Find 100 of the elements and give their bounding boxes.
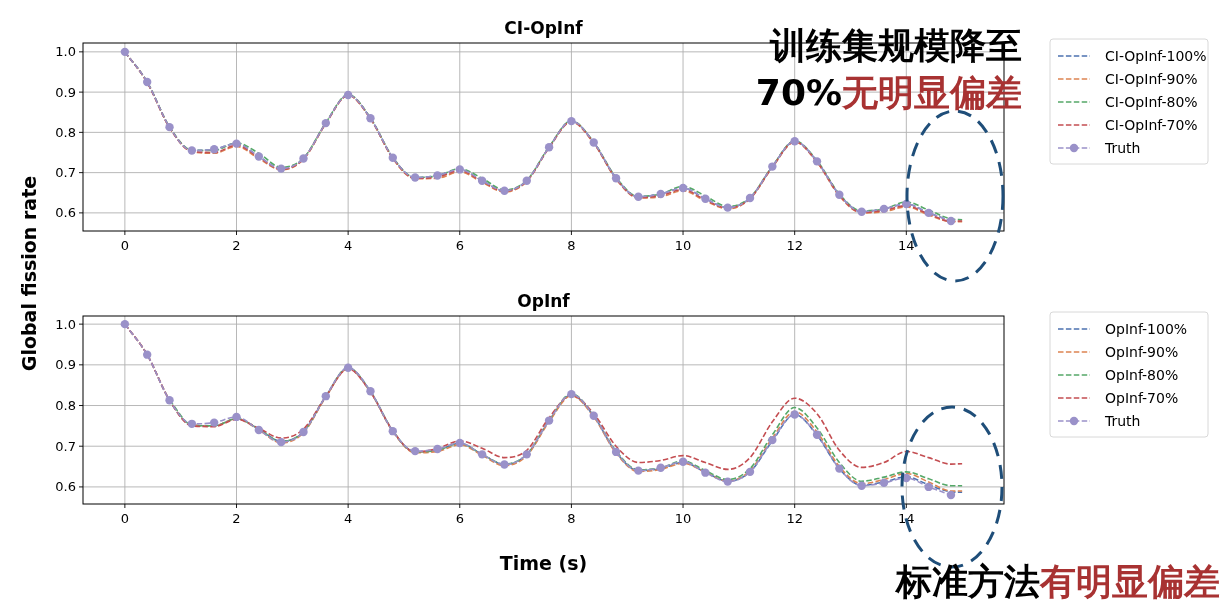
legend-label: OpInf-90% bbox=[1105, 344, 1179, 360]
point bbox=[812, 157, 822, 166]
x-tick-label: 4 bbox=[344, 238, 353, 253]
point bbox=[522, 176, 531, 185]
x-tick-label: 14 bbox=[898, 238, 915, 253]
point bbox=[902, 199, 911, 209]
point bbox=[477, 450, 487, 459]
y-tick-label: 0.6 bbox=[55, 205, 76, 221]
point bbox=[500, 460, 509, 469]
point bbox=[299, 427, 308, 437]
x-tick-label: 8 bbox=[567, 511, 576, 526]
point bbox=[433, 171, 442, 180]
point bbox=[924, 208, 933, 218]
point bbox=[455, 165, 464, 174]
point bbox=[835, 464, 844, 473]
point bbox=[321, 118, 331, 128]
point bbox=[611, 174, 621, 183]
y-tick-label: 0.6 bbox=[55, 479, 76, 495]
point bbox=[366, 387, 375, 396]
point bbox=[567, 389, 576, 399]
x-tick-label: 12 bbox=[786, 511, 803, 526]
point bbox=[254, 152, 264, 161]
point bbox=[723, 477, 732, 486]
point bbox=[254, 425, 264, 435]
point bbox=[544, 143, 554, 152]
point bbox=[723, 203, 732, 212]
point bbox=[656, 463, 665, 472]
x-tick-label: 12 bbox=[786, 238, 803, 253]
point bbox=[656, 189, 665, 199]
point bbox=[589, 138, 598, 147]
y-tick-label: 0.9 bbox=[55, 84, 76, 100]
x-tick-label: 0 bbox=[120, 511, 129, 526]
point bbox=[857, 481, 866, 490]
x-axis-title: Time (s) bbox=[499, 552, 588, 574]
point bbox=[678, 457, 688, 466]
point bbox=[343, 363, 353, 372]
text: 标准方法 bbox=[894, 561, 1040, 600]
point bbox=[946, 216, 956, 226]
point bbox=[701, 194, 710, 203]
point bbox=[567, 116, 576, 126]
x-tick-label: 2 bbox=[232, 238, 241, 253]
point bbox=[165, 396, 174, 405]
text: 有明显偏差 bbox=[1039, 561, 1220, 600]
annotation: 70% bbox=[755, 72, 842, 113]
point bbox=[276, 437, 286, 447]
point bbox=[768, 162, 777, 171]
point bbox=[701, 468, 710, 477]
point bbox=[589, 411, 598, 420]
point bbox=[165, 122, 174, 132]
legend-label: Truth bbox=[1104, 413, 1141, 429]
point bbox=[455, 438, 464, 448]
point bbox=[611, 447, 621, 457]
x-tick-label: 6 bbox=[455, 238, 464, 253]
point bbox=[299, 154, 308, 163]
point bbox=[745, 467, 755, 477]
x-tick-label: 2 bbox=[232, 511, 241, 526]
legend-label: OpInf-70% bbox=[1105, 390, 1179, 406]
point bbox=[790, 410, 799, 419]
point bbox=[745, 193, 755, 203]
point bbox=[768, 435, 777, 445]
point bbox=[812, 430, 822, 440]
point bbox=[410, 446, 420, 456]
point bbox=[924, 482, 933, 492]
point bbox=[678, 183, 688, 193]
point bbox=[321, 391, 331, 401]
point bbox=[634, 466, 643, 475]
point bbox=[835, 190, 844, 199]
x-tick-label: 14 bbox=[898, 511, 915, 526]
point bbox=[857, 207, 866, 216]
x-tick-label: 8 bbox=[567, 238, 576, 253]
point bbox=[477, 176, 487, 185]
point bbox=[388, 426, 397, 436]
y-tick-label: 0.8 bbox=[55, 398, 76, 414]
legend-label: CI-OpInf-90% bbox=[1105, 71, 1198, 87]
point bbox=[946, 490, 956, 500]
point bbox=[500, 186, 509, 195]
point bbox=[209, 145, 219, 154]
y-tick-label: 0.7 bbox=[55, 165, 76, 181]
point bbox=[366, 114, 375, 123]
legend-label: OpInf-100% bbox=[1105, 321, 1188, 337]
x-tick-label: 4 bbox=[344, 511, 353, 526]
legend-label: Truth bbox=[1104, 140, 1141, 156]
point bbox=[790, 137, 799, 146]
point bbox=[142, 77, 152, 87]
legend-label: CI-OpInf-100% bbox=[1105, 48, 1207, 64]
y-tick-label: 1.0 bbox=[55, 44, 76, 60]
point bbox=[388, 153, 397, 162]
point bbox=[142, 350, 152, 359]
point bbox=[187, 419, 197, 429]
point bbox=[522, 450, 531, 459]
y-tick-label: 0.8 bbox=[55, 124, 76, 140]
point bbox=[544, 416, 554, 425]
x-tick-label: 6 bbox=[455, 511, 464, 526]
x-tick-label: 0 bbox=[120, 238, 129, 253]
point bbox=[187, 146, 197, 155]
point bbox=[433, 444, 442, 454]
legend-label: CI-OpInf-80% bbox=[1105, 94, 1198, 110]
point bbox=[209, 418, 219, 427]
point bbox=[232, 412, 241, 422]
point bbox=[879, 478, 889, 488]
